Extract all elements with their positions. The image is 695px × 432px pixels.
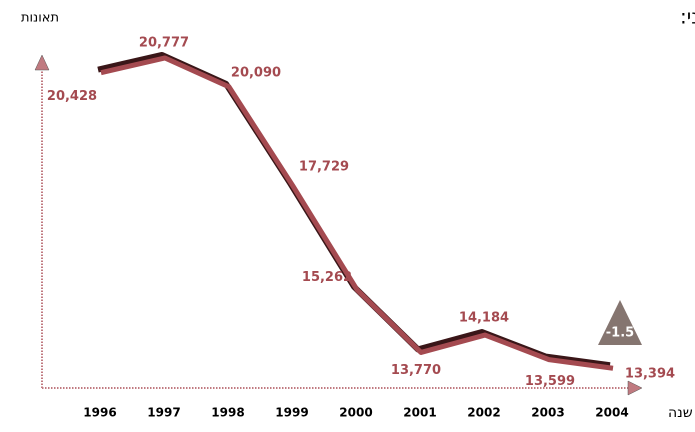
- data-label: 15,262: [302, 270, 352, 285]
- line-shadow: [97, 51, 611, 369]
- x-tick-label: 1998: [211, 406, 244, 420]
- x-axis-arrow: [627, 380, 643, 396]
- y-axis-arrow: [34, 54, 50, 71]
- x-tick-label: 2001: [403, 406, 436, 420]
- x-tick-label: 2000: [339, 406, 372, 420]
- x-tick-label: 2004: [595, 406, 628, 420]
- data-label: 13,394: [625, 367, 675, 382]
- data-label: 14,184: [459, 311, 509, 326]
- x-axis-label: שנה: [668, 405, 693, 421]
- x-tick-label: 2002: [467, 406, 500, 420]
- annotation-triangle: [598, 300, 642, 345]
- annotation: -1.5: [606, 326, 634, 341]
- chart-title: רוני והבינעירוני:: [680, 5, 695, 29]
- x-tick-label: 1996: [83, 406, 116, 420]
- data-label: 20,777: [139, 35, 189, 50]
- y-axis-label: תאונות: [21, 11, 59, 26]
- line: [100, 55, 614, 371]
- x-tick-label: 1999: [275, 406, 308, 420]
- data-label: 13,770: [391, 363, 441, 378]
- data-label: 20,090: [231, 65, 281, 80]
- data-label: 20,428: [47, 89, 97, 104]
- x-tick-label: 1997: [147, 406, 180, 420]
- x-tick-label: 2003: [531, 406, 564, 420]
- data-label: 13,599: [525, 374, 575, 389]
- data-label: 17,729: [299, 160, 349, 175]
